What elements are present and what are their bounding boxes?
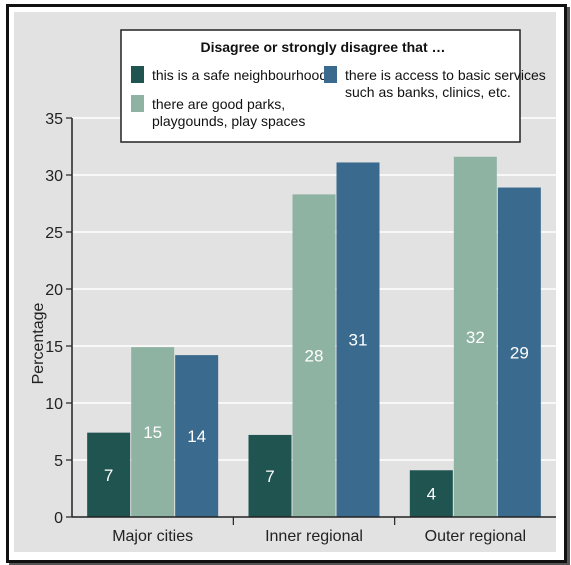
bar bbox=[248, 434, 292, 517]
legend-title: Disagree or strongly disagree that … bbox=[200, 39, 445, 55]
data-label: 7 bbox=[104, 466, 113, 485]
y-tick-label: 30 bbox=[45, 168, 63, 185]
legend-swatch bbox=[131, 66, 144, 83]
legend-entry-label: there are good parks, bbox=[152, 96, 285, 112]
y-tick-label: 10 bbox=[45, 396, 63, 413]
y-tick-label: 15 bbox=[45, 339, 63, 356]
y-axis-title: Percentage bbox=[30, 302, 47, 384]
x-category-label: Inner regional bbox=[265, 528, 363, 545]
bar bbox=[409, 470, 453, 517]
bar bbox=[453, 156, 497, 517]
bar bbox=[175, 355, 219, 517]
data-label: 4 bbox=[427, 485, 436, 504]
data-label: 31 bbox=[349, 331, 368, 350]
y-tick-label: 5 bbox=[54, 453, 63, 470]
x-category-label: Major cities bbox=[112, 528, 193, 545]
data-label: 28 bbox=[305, 347, 324, 366]
data-label: 29 bbox=[510, 343, 529, 362]
y-tick-label: 35 bbox=[45, 111, 63, 128]
legend-swatch bbox=[131, 95, 144, 112]
legend-entry-label: such as banks, clinics, etc. bbox=[345, 84, 511, 100]
x-category-label: Outer regional bbox=[425, 528, 526, 545]
bar bbox=[87, 432, 131, 517]
data-label: 7 bbox=[265, 467, 274, 486]
data-label: 14 bbox=[187, 427, 206, 446]
data-label: 32 bbox=[466, 328, 485, 347]
y-tick-label: 0 bbox=[54, 510, 63, 527]
bar bbox=[497, 187, 541, 518]
bar bbox=[131, 347, 175, 517]
legend-box bbox=[120, 29, 521, 143]
legend-entry-label: this is a safe neighbourhood bbox=[152, 67, 327, 83]
legend-swatch bbox=[324, 66, 337, 83]
y-tick-label: 25 bbox=[45, 225, 63, 242]
legend-entry-label: there is access to basic services bbox=[345, 67, 546, 83]
y-tick-label: 20 bbox=[45, 282, 63, 299]
data-label: 15 bbox=[143, 423, 162, 442]
bar bbox=[292, 194, 336, 517]
legend-entry-label: playgounds, play spaces bbox=[152, 113, 305, 129]
bar bbox=[336, 162, 380, 517]
